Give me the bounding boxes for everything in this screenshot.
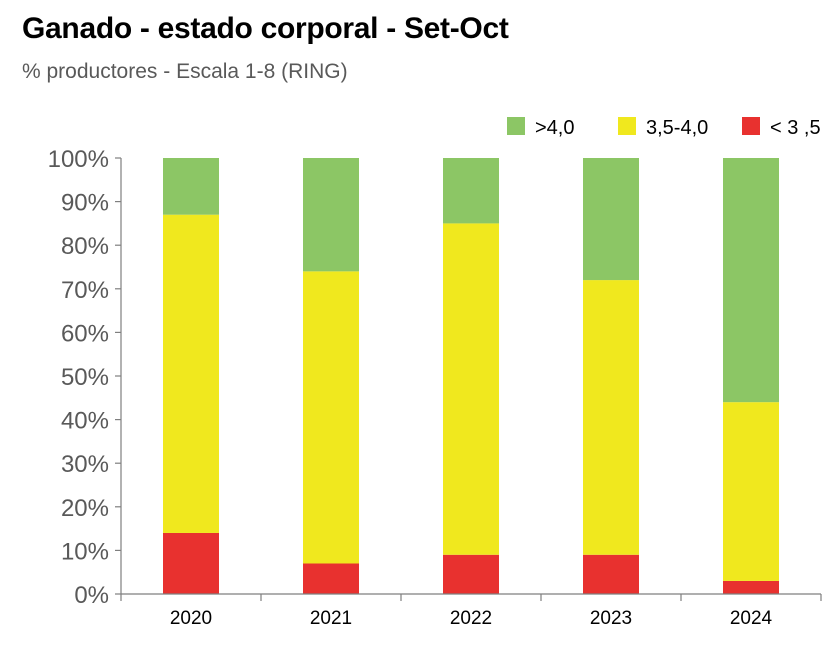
- bar-segment: [583, 158, 639, 281]
- chart-legend: >4,0 3,5-4,0 < 3 ,5: [507, 117, 821, 139]
- bar-segment: [723, 580, 779, 594]
- x-axis: 2020 2021 2022 2023 2024: [120, 593, 822, 629]
- y-tick-label: 90%: [61, 190, 109, 217]
- legend-label: 3,5-4,0: [646, 117, 708, 139]
- chart-title: Ganado - estado corporal - Set-Oct: [22, 12, 509, 45]
- x-tick-label: 2023: [590, 608, 632, 629]
- y-tick-label: 20%: [61, 495, 109, 522]
- chart-subtitle: % productores - Escala 1-8 (RING): [22, 60, 348, 83]
- bar-segment: [443, 554, 499, 594]
- bar-segment: [303, 271, 359, 564]
- x-tick-label: 2022: [450, 608, 492, 629]
- y-tick-label: 80%: [61, 233, 109, 260]
- bar-segment: [723, 158, 779, 403]
- y-tick-label: 0%: [74, 582, 109, 609]
- legend-label: >4,0: [535, 117, 574, 139]
- legend-swatch: [507, 117, 525, 135]
- legend-swatch: [742, 117, 760, 135]
- bar-segment: [583, 554, 639, 594]
- x-tick-label: 2024: [730, 608, 773, 629]
- bar-segment: [443, 158, 499, 224]
- y-tick-label: 30%: [61, 451, 109, 478]
- y-tick-label: 40%: [61, 408, 109, 435]
- bar-segment: [163, 532, 219, 594]
- bar-segment: [583, 280, 639, 555]
- x-tick-label: 2020: [170, 608, 212, 629]
- y-tick-label: 10%: [61, 538, 109, 565]
- bar-segment: [443, 223, 499, 555]
- y-tick-label: 50%: [61, 364, 109, 391]
- bars-group: [163, 158, 779, 594]
- bar-segment: [303, 563, 359, 594]
- legend-swatch: [618, 117, 636, 135]
- bar-segment: [163, 158, 219, 215]
- y-axis: 0% 10% 20% 30% 40% 50% 60% 70% 80% 90% 100%: [48, 146, 122, 609]
- bar-segment: [163, 214, 219, 533]
- y-tick-label: 70%: [61, 277, 109, 304]
- y-tick-label: 60%: [61, 320, 109, 347]
- y-tick-label: 100%: [48, 146, 109, 173]
- bar-segment: [723, 402, 779, 581]
- legend-label: < 3 ,5: [770, 117, 821, 139]
- x-tick-label: 2021: [310, 608, 352, 629]
- bar-segment: [303, 158, 359, 272]
